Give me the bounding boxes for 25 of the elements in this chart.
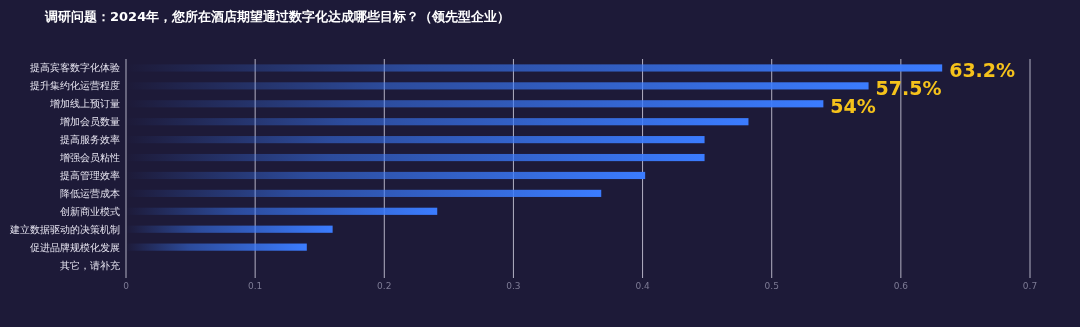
x-tick-label: 0.2 xyxy=(377,281,392,291)
chart-title: 调研问题：2024年，您所在酒店期望通过数字化达成哪些目标？（领先型企业） xyxy=(44,9,511,24)
data-label: 57.5% xyxy=(875,76,942,99)
y-tick-label: 增加会员数量 xyxy=(59,116,120,128)
y-tick-label: 创新商业模式 xyxy=(60,205,120,217)
x-tick-label: 0.3 xyxy=(506,281,521,291)
y-tick-label: 建立数据驱动的决策机制 xyxy=(9,223,120,235)
y-tick-label: 提升集约化运营程度 xyxy=(30,80,120,92)
x-tick-label: 0.5 xyxy=(764,281,779,291)
y-tick-label: 提高服务效率 xyxy=(60,134,120,146)
y-tick-label: 增加线上预订量 xyxy=(49,98,120,110)
x-tick-label: 0.7 xyxy=(1022,281,1038,291)
x-tick-label: 0.1 xyxy=(247,281,263,291)
x-tick-label: 0.4 xyxy=(635,281,650,291)
data-label: 54% xyxy=(830,94,876,117)
y-tick-label: 增强会员粘性 xyxy=(59,152,120,164)
y-tick-label: 其它，请补充 xyxy=(60,259,120,271)
y-tick-label: 促进品牌规模化发展 xyxy=(30,241,120,253)
x-tick-label: 0.6 xyxy=(893,281,909,291)
y-tick-label: 提高宾客数字化体验 xyxy=(30,62,120,74)
y-tick-label: 提高管理效率 xyxy=(60,169,120,181)
x-tick-label: 0 xyxy=(123,281,130,291)
data-label: 63.2% xyxy=(949,58,1016,81)
y-tick-label: 降低运营成本 xyxy=(60,187,120,199)
bar xyxy=(126,243,307,251)
